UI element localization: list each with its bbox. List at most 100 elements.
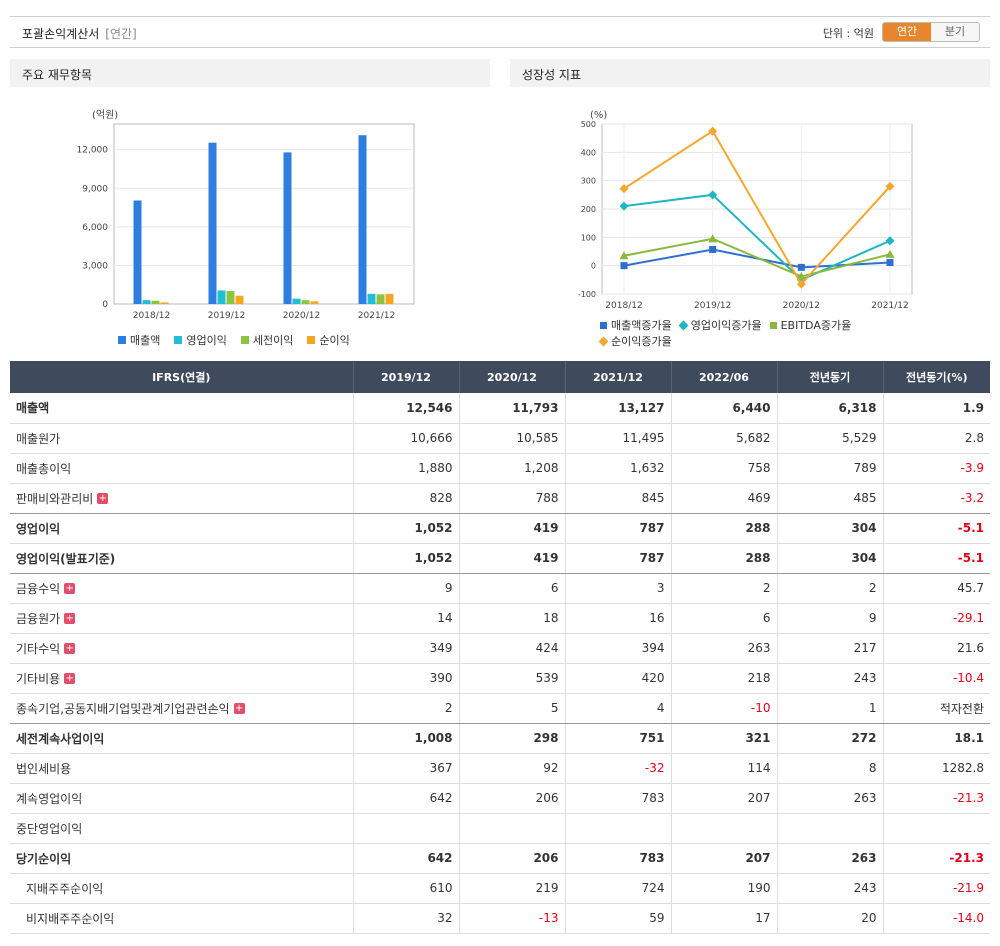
expand-plus-icon[interactable]: + — [64, 642, 76, 654]
table-cell: 5 — [458, 693, 565, 724]
row-label: 매출액 — [10, 393, 353, 424]
row-label[interactable]: 기타수익 + — [10, 633, 353, 664]
table-cell: 419 — [458, 513, 565, 544]
table-cell: 10,585 — [458, 423, 565, 454]
table-cell: 243 — [776, 873, 883, 904]
table-cell: 321 — [670, 723, 777, 754]
row-label: 법인세비용 — [10, 753, 353, 784]
bar-매출액 — [133, 200, 142, 304]
table-cell: 6,440 — [670, 393, 777, 424]
expand-plus-icon[interactable]: + — [233, 702, 245, 714]
bar-세전이익 — [226, 291, 235, 304]
row-label: 비지배주주순이익 — [10, 903, 353, 934]
table-cell: 751 — [564, 723, 671, 754]
line-순이익증가율 — [623, 129, 891, 286]
statement-title-text: 포괄손익계산서 — [22, 27, 100, 41]
table-row: 세전계속사업이익 1,008 298 751 321 272 18.1 — [10, 723, 990, 754]
marker-영업이익증가율 — [885, 236, 895, 246]
table-cell: 1282.8 — [882, 753, 990, 784]
table-cell: 92 — [458, 753, 565, 784]
table-cell: 469 — [670, 483, 777, 514]
bar-xtick-label: 2020/12 — [283, 311, 320, 321]
expand-plus-icon[interactable]: + — [97, 492, 109, 504]
line-ytick-label: 300 — [581, 177, 596, 186]
bar-영업이익 — [367, 293, 376, 304]
row-label[interactable]: 종속기업,공동지배기업및관계기업관련손익 + — [10, 693, 353, 724]
table-cell: 14 — [352, 603, 459, 634]
line-xtick-label: 2020/12 — [783, 301, 820, 311]
row-label: 계속영업이익 — [10, 783, 353, 814]
line-xtick-label: 2021/12 — [871, 301, 908, 311]
column-header: IFRS(연결) — [10, 361, 353, 393]
table-cell: 420 — [564, 663, 671, 694]
column-header: 2020/12 — [458, 361, 565, 393]
table-cell: 206 — [458, 783, 565, 814]
table-row: 금융수익 +9 6 3 2 2 45.7 — [10, 573, 990, 604]
table-row: 매출총이익 1,880 1,208 1,632 758 789 -3.9 — [10, 453, 990, 484]
row-label[interactable]: 금융수익 + — [10, 573, 353, 604]
table-cell: 787 — [564, 543, 671, 574]
table-cell: 207 — [670, 783, 777, 814]
line-ytick-label: 200 — [581, 205, 596, 214]
marker-EBITDA증가율 — [708, 234, 718, 243]
row-label: 매출원가 — [10, 423, 353, 454]
table-cell: 5,682 — [670, 423, 777, 454]
legend-item: 순이익 — [307, 332, 350, 348]
row-label[interactable]: 기타비용 + — [10, 663, 353, 694]
table-cell — [458, 813, 565, 844]
table-cell: 2 — [776, 573, 883, 604]
table-cell: 263 — [776, 843, 883, 874]
table-cell: 32 — [352, 903, 459, 934]
table-cell: 288 — [670, 513, 777, 544]
bar-xtick-label: 2021/12 — [358, 311, 395, 321]
bar-순이익 — [160, 302, 169, 304]
table-cell: -21.3 — [882, 843, 990, 874]
financial-items-panel-title: 주요 재무항목 — [10, 59, 490, 87]
bar-매출액 — [358, 135, 367, 304]
bar-매출액 — [283, 152, 292, 304]
marker-EBITDA증가율 — [796, 271, 806, 280]
row-label[interactable]: 판매비와관리비 + — [10, 483, 353, 514]
toggle-quarter-button[interactable]: 분기 — [931, 23, 979, 41]
expand-plus-icon[interactable]: + — [64, 612, 76, 624]
row-label: 당기순이익 — [10, 843, 353, 874]
row-label[interactable]: 금융원가 + — [10, 603, 353, 634]
marker-순이익증가율 — [619, 184, 629, 194]
table-cell: -5.1 — [882, 513, 990, 544]
table-row: 비지배주주순이익 32 -13 59 17 20 -14.0 — [10, 903, 990, 934]
table-cell — [564, 813, 671, 844]
marker-매출액증가율 — [620, 262, 628, 270]
table-cell: -32 — [564, 753, 671, 784]
table-cell: 288 — [670, 543, 777, 574]
table-row: 계속영업이익 642 206 783 207 263 -21.3 — [10, 783, 990, 814]
expand-plus-icon[interactable]: + — [64, 672, 76, 684]
row-label-text: 금융원가 — [16, 611, 61, 626]
legend-marker — [678, 320, 689, 330]
row-label-text: 당기순이익 — [16, 851, 72, 866]
table-cell: -13 — [458, 903, 565, 934]
toggle-annual-button[interactable]: 연간 — [883, 23, 931, 41]
legend-marker — [600, 321, 607, 329]
table-cell: 3 — [564, 573, 671, 604]
bar-xtick-label: 2018/12 — [133, 311, 170, 321]
table-cell: 적자전환 — [882, 693, 990, 724]
table-row: 금융원가 +14 18 16 6 9 -29.1 — [10, 603, 990, 634]
financial-items-chart: (억원) 0 3,000 6,000 9,000 12,000 2018/12 2019/12… — [10, 92, 490, 352]
bar-순이익 — [235, 295, 244, 304]
table-cell: -3.2 — [882, 483, 990, 514]
legend-swatch — [118, 336, 126, 344]
legend-marker — [769, 321, 777, 329]
line-ytick-label: 500 — [581, 120, 596, 129]
marker-매출액증가율 — [886, 259, 894, 267]
legend-item: 영업이익 — [174, 332, 227, 348]
table-cell: 1,052 — [352, 543, 459, 574]
row-label: 지배주주순이익 — [10, 873, 353, 904]
expand-plus-icon[interactable]: + — [64, 582, 76, 594]
table-cell: 206 — [458, 843, 565, 874]
marker-매출액증가율 — [797, 263, 805, 271]
marker-영업이익증가율 — [708, 190, 718, 200]
legend-item: 순이익증가율 — [598, 333, 672, 349]
legend-item: EBITDA증가율 — [769, 317, 851, 333]
table-row: 법인세비용 367 92 -32 114 8 1282.8 — [10, 753, 990, 784]
marker-매출액증가율 — [709, 246, 717, 254]
